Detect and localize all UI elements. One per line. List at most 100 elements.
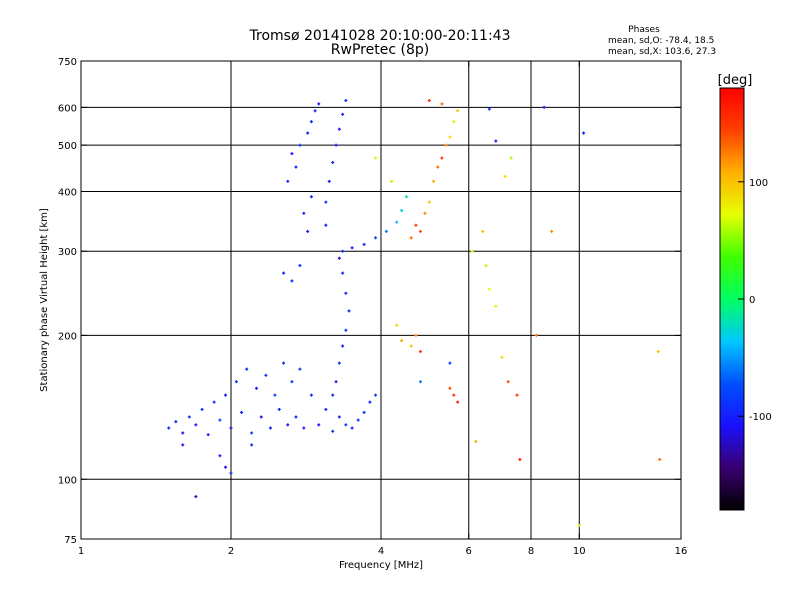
- y-tick-label: 100: [58, 475, 77, 486]
- data-point: [400, 209, 404, 213]
- y-tick-label: 200: [58, 331, 77, 342]
- data-point: [229, 426, 233, 430]
- data-point: [432, 179, 436, 183]
- data-point: [309, 195, 313, 199]
- data-point: [448, 361, 452, 365]
- data-point: [395, 220, 399, 224]
- colorbar-tick-label: 100: [749, 178, 768, 189]
- data-point: [509, 156, 513, 160]
- data-point: [254, 386, 258, 390]
- data-point: [324, 407, 328, 411]
- data-point: [344, 291, 348, 295]
- data-point: [273, 393, 277, 397]
- data-point: [400, 339, 404, 343]
- data-point: [264, 373, 268, 377]
- data-point: [334, 143, 338, 147]
- x-tick-label: 2: [228, 546, 234, 557]
- data-point: [550, 229, 554, 233]
- data-point: [427, 99, 431, 103]
- colorbar-tick-label: 0: [749, 295, 755, 306]
- data-point: [224, 393, 228, 397]
- data-point: [306, 229, 310, 233]
- data-point: [181, 431, 185, 435]
- y-tick-label: 600: [58, 103, 77, 114]
- data-point: [440, 102, 444, 106]
- data-point: [409, 236, 413, 240]
- data-point: [474, 439, 478, 443]
- data-point: [331, 429, 335, 433]
- data-point: [577, 524, 581, 528]
- data-point: [194, 423, 198, 427]
- data-point: [234, 380, 238, 384]
- data-point: [290, 380, 294, 384]
- data-point: [487, 287, 491, 291]
- data-point: [313, 109, 317, 113]
- data-point: [384, 229, 388, 233]
- data-point: [456, 400, 460, 404]
- data-point: [224, 465, 228, 469]
- x-axis-label: Frequency [MHz]: [339, 560, 423, 571]
- data-point: [484, 264, 488, 268]
- data-point: [206, 433, 210, 437]
- data-point: [341, 112, 345, 116]
- data-point: [290, 279, 294, 283]
- data-point: [331, 393, 335, 397]
- data-point: [374, 156, 378, 160]
- data-point: [250, 443, 254, 447]
- data-point: [250, 431, 254, 435]
- data-point: [298, 143, 302, 147]
- data-point: [212, 400, 216, 404]
- y-tick-label: 75: [64, 535, 77, 546]
- data-point: [658, 457, 662, 461]
- data-point: [341, 249, 345, 253]
- data-point: [404, 195, 408, 199]
- data-point: [331, 160, 335, 164]
- data-point: [542, 105, 546, 109]
- data-point: [409, 344, 413, 348]
- data-point: [268, 426, 272, 430]
- stats-heading: Phases: [628, 25, 660, 35]
- data-point: [390, 179, 394, 183]
- data-point: [200, 407, 204, 411]
- data-point: [362, 242, 366, 246]
- data-point: [448, 386, 452, 390]
- data-point: [174, 420, 178, 424]
- data-point: [218, 454, 222, 458]
- data-point: [282, 271, 286, 275]
- axis-ticks: 1 2 4 6 8 10 16 75 100 200 300 400 500 600 750: [58, 57, 687, 557]
- data-point: [324, 200, 328, 204]
- data-point: [456, 109, 460, 113]
- data-point: [368, 400, 372, 404]
- data-point: [515, 393, 519, 397]
- data-point: [481, 229, 485, 233]
- data-point: [518, 457, 522, 461]
- data-point: [414, 223, 418, 227]
- y-tick-label: 500: [58, 141, 77, 152]
- data-point: [259, 415, 263, 419]
- data-point: [229, 471, 233, 475]
- data-point: [374, 393, 378, 397]
- data-point: [444, 143, 448, 147]
- data-point: [414, 333, 418, 337]
- data-point: [187, 415, 191, 419]
- data-point: [494, 139, 498, 143]
- data-point: [277, 407, 281, 411]
- data-point: [334, 380, 338, 384]
- data-point: [506, 380, 510, 384]
- data-point: [302, 426, 306, 430]
- plot-area: 1 2 4 6 8 10 16 75 100 200 300 400 500 600 750: [58, 57, 687, 557]
- data-point: [324, 223, 328, 227]
- chart-title-line2: RwPretec (8p): [331, 42, 429, 58]
- data-point: [494, 304, 498, 308]
- data-point: [298, 264, 302, 268]
- colorbar-unit-label: [deg]: [718, 73, 753, 88]
- data-point: [309, 393, 313, 397]
- x-tick-label: 16: [675, 546, 688, 557]
- data-point: [286, 179, 290, 183]
- data-point: [350, 246, 354, 250]
- x-tick-label: 10: [573, 546, 586, 557]
- data-point: [294, 415, 298, 419]
- data-point: [440, 156, 444, 160]
- colorbar-ticks: 100 0 -100: [738, 178, 772, 423]
- data-point: [337, 415, 341, 419]
